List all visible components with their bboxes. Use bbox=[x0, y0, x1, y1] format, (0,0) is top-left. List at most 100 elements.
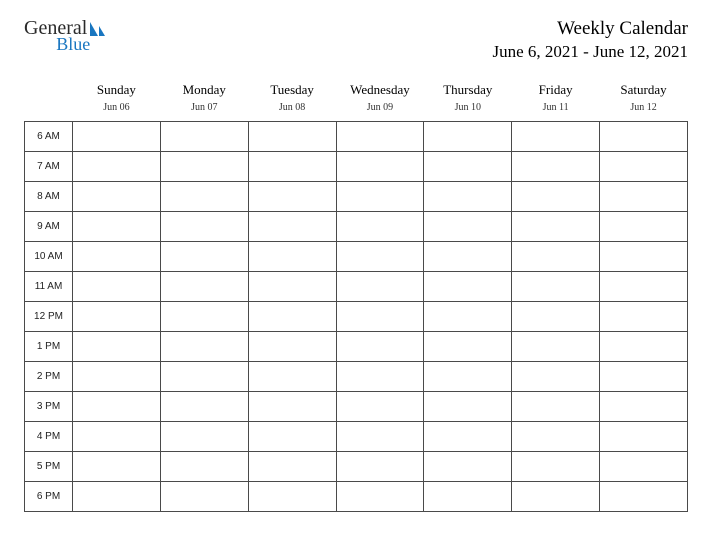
calendar-cell[interactable] bbox=[336, 122, 424, 152]
calendar-cell[interactable] bbox=[336, 482, 424, 512]
calendar-cell[interactable] bbox=[160, 482, 248, 512]
calendar-cell[interactable] bbox=[73, 302, 161, 332]
calendar-cell[interactable] bbox=[73, 452, 161, 482]
calendar-cell[interactable] bbox=[336, 242, 424, 272]
calendar-cell[interactable] bbox=[600, 272, 688, 302]
header: General Blue Weekly Calendar June 6, 202… bbox=[24, 18, 688, 62]
calendar-cell[interactable] bbox=[424, 482, 512, 512]
calendar-cell[interactable] bbox=[73, 212, 161, 242]
calendar-cell[interactable] bbox=[73, 152, 161, 182]
calendar-cell[interactable] bbox=[512, 212, 600, 242]
calendar-cell[interactable] bbox=[160, 392, 248, 422]
calendar-cell[interactable] bbox=[73, 392, 161, 422]
calendar-cell[interactable] bbox=[160, 332, 248, 362]
calendar-cell[interactable] bbox=[600, 422, 688, 452]
calendar-cell[interactable] bbox=[73, 272, 161, 302]
calendar-cell[interactable] bbox=[600, 182, 688, 212]
calendar-cell[interactable] bbox=[248, 422, 336, 452]
calendar-cell[interactable] bbox=[336, 392, 424, 422]
calendar-cell[interactable] bbox=[336, 302, 424, 332]
calendar-cell[interactable] bbox=[512, 182, 600, 212]
calendar-cell[interactable] bbox=[424, 272, 512, 302]
calendar-cell[interactable] bbox=[336, 332, 424, 362]
calendar-cell[interactable] bbox=[512, 482, 600, 512]
calendar-cell[interactable] bbox=[160, 122, 248, 152]
calendar-cell[interactable] bbox=[160, 302, 248, 332]
calendar-cell[interactable] bbox=[336, 452, 424, 482]
calendar-cell[interactable] bbox=[248, 332, 336, 362]
calendar-cell[interactable] bbox=[160, 152, 248, 182]
calendar-cell[interactable] bbox=[336, 422, 424, 452]
calendar-cell[interactable] bbox=[248, 392, 336, 422]
calendar-cell[interactable] bbox=[424, 392, 512, 422]
calendar-cell[interactable] bbox=[248, 482, 336, 512]
calendar-cell[interactable] bbox=[600, 242, 688, 272]
calendar-cell[interactable] bbox=[73, 362, 161, 392]
calendar-cell[interactable] bbox=[424, 122, 512, 152]
calendar-cell[interactable] bbox=[512, 392, 600, 422]
calendar-cell[interactable] bbox=[512, 272, 600, 302]
calendar-cell[interactable] bbox=[512, 122, 600, 152]
calendar-cell[interactable] bbox=[512, 242, 600, 272]
calendar-cell[interactable] bbox=[160, 422, 248, 452]
calendar-cell[interactable] bbox=[600, 362, 688, 392]
calendar-cell[interactable] bbox=[248, 302, 336, 332]
calendar-cell[interactable] bbox=[248, 152, 336, 182]
calendar-cell[interactable] bbox=[160, 212, 248, 242]
calendar-cell[interactable] bbox=[424, 152, 512, 182]
calendar-cell[interactable] bbox=[73, 242, 161, 272]
calendar-cell[interactable] bbox=[248, 182, 336, 212]
calendar-cell[interactable] bbox=[424, 422, 512, 452]
calendar-cell[interactable] bbox=[336, 212, 424, 242]
calendar-cell[interactable] bbox=[424, 212, 512, 242]
calendar-cell[interactable] bbox=[336, 362, 424, 392]
time-label: 3 PM bbox=[25, 392, 73, 422]
day-header: Thursday Jun 10 bbox=[424, 76, 512, 122]
calendar-cell[interactable] bbox=[73, 182, 161, 212]
calendar-cell[interactable] bbox=[512, 332, 600, 362]
calendar-cell[interactable] bbox=[512, 302, 600, 332]
calendar-cell[interactable] bbox=[600, 392, 688, 422]
calendar-cell[interactable] bbox=[160, 182, 248, 212]
day-date: Jun 09 bbox=[338, 102, 422, 113]
calendar-row: 11 AM bbox=[25, 272, 688, 302]
calendar-cell[interactable] bbox=[424, 362, 512, 392]
calendar-cell[interactable] bbox=[248, 242, 336, 272]
calendar-cell[interactable] bbox=[600, 482, 688, 512]
calendar-cell[interactable] bbox=[424, 182, 512, 212]
calendar-cell[interactable] bbox=[73, 332, 161, 362]
calendar-cell[interactable] bbox=[512, 452, 600, 482]
calendar-cell[interactable] bbox=[248, 362, 336, 392]
calendar-cell[interactable] bbox=[600, 302, 688, 332]
calendar-cell[interactable] bbox=[424, 332, 512, 362]
calendar-cell[interactable] bbox=[512, 362, 600, 392]
calendar-cell[interactable] bbox=[73, 482, 161, 512]
logo-sails-icon bbox=[88, 20, 108, 38]
calendar-cell[interactable] bbox=[336, 152, 424, 182]
calendar-cell[interactable] bbox=[600, 332, 688, 362]
calendar-row: 6 PM bbox=[25, 482, 688, 512]
calendar-cell[interactable] bbox=[512, 152, 600, 182]
calendar-cell[interactable] bbox=[600, 212, 688, 242]
calendar-cell[interactable] bbox=[73, 122, 161, 152]
calendar-cell[interactable] bbox=[248, 452, 336, 482]
calendar-cell[interactable] bbox=[248, 122, 336, 152]
time-label: 12 PM bbox=[25, 302, 73, 332]
calendar-cell[interactable] bbox=[160, 272, 248, 302]
calendar-cell[interactable] bbox=[248, 272, 336, 302]
calendar-cell[interactable] bbox=[600, 452, 688, 482]
day-date: Jun 11 bbox=[514, 102, 598, 113]
calendar-cell[interactable] bbox=[73, 422, 161, 452]
calendar-cell[interactable] bbox=[424, 452, 512, 482]
calendar-cell[interactable] bbox=[512, 422, 600, 452]
calendar-cell[interactable] bbox=[600, 122, 688, 152]
calendar-cell[interactable] bbox=[160, 362, 248, 392]
calendar-cell[interactable] bbox=[336, 182, 424, 212]
calendar-cell[interactable] bbox=[600, 152, 688, 182]
calendar-cell[interactable] bbox=[160, 452, 248, 482]
calendar-cell[interactable] bbox=[424, 302, 512, 332]
calendar-cell[interactable] bbox=[160, 242, 248, 272]
calendar-cell[interactable] bbox=[336, 272, 424, 302]
calendar-cell[interactable] bbox=[248, 212, 336, 242]
calendar-cell[interactable] bbox=[424, 242, 512, 272]
